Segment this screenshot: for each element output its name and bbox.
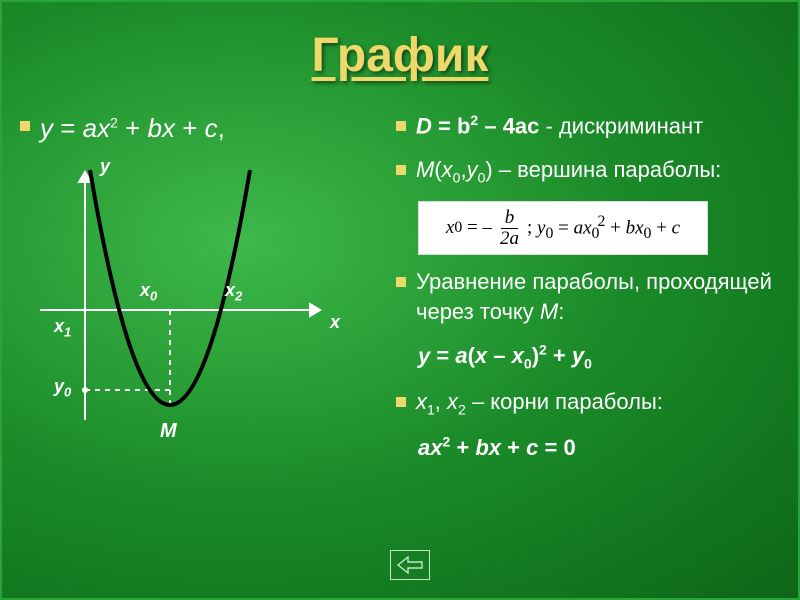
left-column: y = ax2 + bx + c,: [20, 111, 390, 477]
x0-label: x0: [140, 280, 157, 304]
x2-label: x2: [225, 280, 242, 304]
bullet-icon: [396, 277, 406, 287]
x1-label: x1: [54, 316, 71, 340]
bullet-icon: [396, 397, 406, 407]
formula-image: x0 = – b2a ; y0 = ax02 + bx0 + c: [418, 201, 708, 255]
roots-text: x1, x2 – корни параболы:: [416, 387, 663, 419]
content-area: y = ax2 + bx + c,: [0, 83, 800, 477]
right-column: D = b2 – 4ac - дискриминант M(x0,y0) – в…: [396, 111, 780, 477]
vertex-form-equation: y = a(x – x0)2 + y0: [418, 341, 780, 373]
graph-svg: [20, 160, 360, 450]
x-axis-label: x: [330, 312, 340, 333]
parabola-eq-text: Уравнение параболы, проходящей через точ…: [416, 267, 780, 326]
parabola-eq-line: Уравнение параболы, проходящей через точ…: [396, 267, 780, 326]
y0-formula: y0 = ax02 + bx0 + c: [537, 213, 680, 243]
bullet-icon: [396, 121, 406, 131]
equation-line: y = ax2 + bx + c,: [20, 111, 390, 146]
arrow-left-icon: [396, 556, 424, 574]
y0-label: y0: [54, 376, 71, 400]
slide-title: График: [0, 0, 800, 83]
y-axis-label: y: [100, 156, 110, 177]
bullet-icon: [396, 165, 406, 175]
nav-back-button[interactable]: [390, 550, 430, 580]
parabola-graph: y x x1 x0 x2 y0 M: [20, 160, 360, 450]
m-label: M: [160, 420, 177, 443]
equation-text: y = ax2 + bx + c,: [40, 111, 225, 146]
discriminant-text: D = b2 – 4ac - дискриминант: [416, 111, 703, 141]
roots-equation: ax2 + bx + c = 0: [418, 433, 780, 463]
vertex-line: M(x0,y0) – вершина параболы:: [396, 155, 780, 187]
vertex-text: M(x0,y0) – вершина параболы:: [416, 155, 721, 187]
discriminant-line: D = b2 – 4ac - дискриминант: [396, 111, 780, 141]
bullet-icon: [20, 121, 30, 131]
roots-line: x1, x2 – корни параболы:: [396, 387, 780, 419]
